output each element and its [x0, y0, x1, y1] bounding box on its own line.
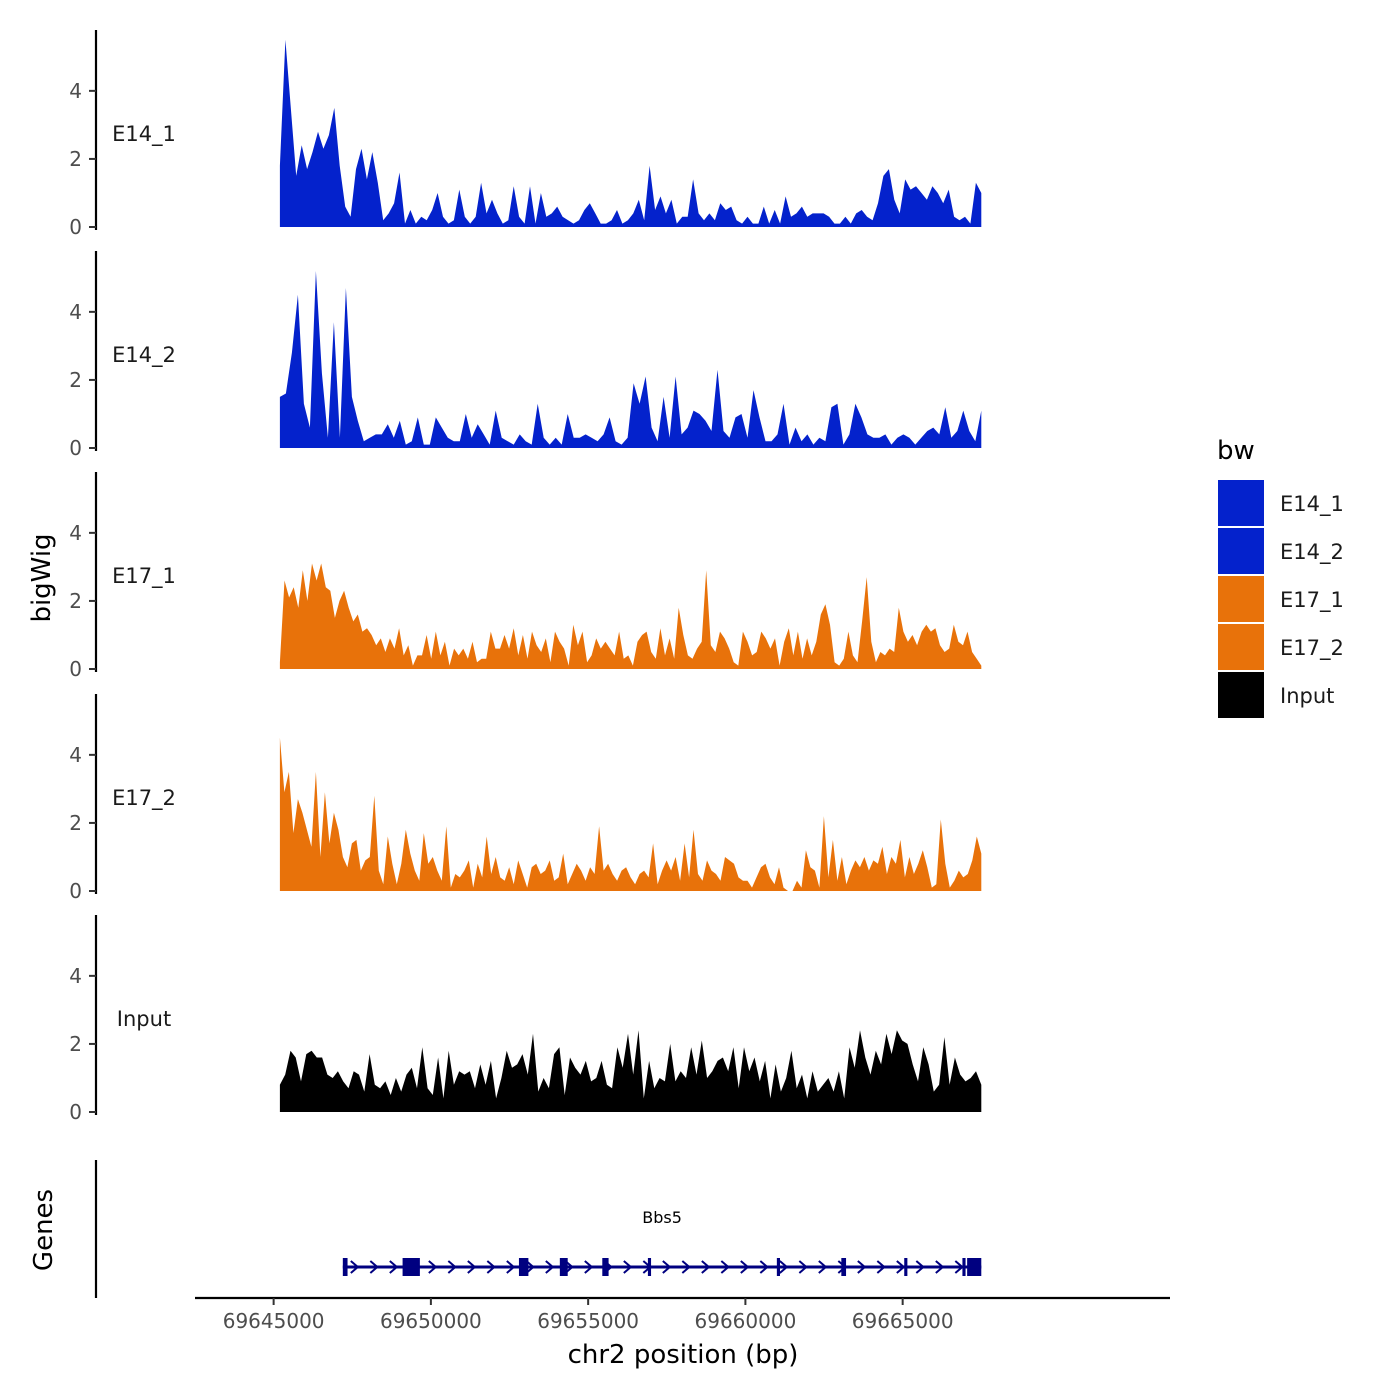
gene-Bbs5: Bbs5	[342, 1208, 982, 1276]
track-label-E17_2: E17_2	[112, 786, 176, 811]
exon	[967, 1258, 982, 1276]
y-tick-label: 2	[69, 811, 82, 835]
exon	[776, 1258, 780, 1276]
strand-arrow	[662, 1260, 672, 1274]
strand-arrow	[525, 1260, 535, 1274]
gene-track: Genes Bbs5	[29, 1160, 982, 1298]
legend: bw E14_1 E14_2 E17_1 E17_2 Input	[1217, 436, 1344, 718]
strand-arrow	[915, 1260, 925, 1274]
strand-arrow	[857, 1260, 867, 1274]
exon	[962, 1258, 966, 1276]
exon	[841, 1258, 847, 1276]
exon	[904, 1258, 908, 1276]
x-tick-label: 69655000	[537, 1309, 639, 1333]
strand-arrow	[720, 1260, 730, 1274]
y-tick-label: 4	[69, 521, 82, 545]
y-tick-label: 4	[69, 964, 82, 988]
track-label-Input: Input	[117, 1007, 171, 1031]
exon	[342, 1258, 348, 1276]
x-axis-ticks: 69645000 69650000 69655000 69660000 69665000	[223, 1298, 954, 1333]
panel-E14_1: 0 2 4 E14_1	[69, 30, 982, 239]
signal-area-E14_2	[279, 271, 982, 448]
strand-arrow	[896, 1260, 906, 1274]
track-label-E17_1: E17_1	[112, 564, 176, 589]
x-tick-label: 69645000	[223, 1309, 325, 1333]
y-tick-label: 0	[69, 215, 82, 239]
panel-E17_1: 0 2 4 E17_1	[69, 472, 982, 681]
y-tick-label: 4	[69, 79, 82, 103]
strand-arrow	[779, 1260, 789, 1274]
strand-arrow	[818, 1260, 828, 1274]
strand-arrow	[389, 1260, 399, 1274]
strand-arrow	[467, 1260, 477, 1274]
strand-arrow	[545, 1260, 555, 1274]
y-tick-label: 0	[69, 436, 82, 460]
signal-area-E17_2	[279, 737, 982, 891]
gene-track-title: Genes	[29, 1189, 59, 1271]
legend-swatch-Input	[1218, 672, 1264, 718]
gene-models: Bbs5	[342, 1208, 982, 1276]
x-axis-title: chr2 position (bp)	[568, 1340, 799, 1370]
exon	[559, 1258, 568, 1276]
legend-label-E17_1: E17_1	[1280, 588, 1344, 613]
exon	[647, 1258, 652, 1276]
strand-arrow	[798, 1260, 808, 1274]
strand-arrow	[935, 1260, 945, 1274]
legend-swatch-E14_2	[1218, 528, 1264, 574]
x-tick-label: 69660000	[695, 1309, 797, 1333]
y-axis-title: bigWig	[27, 533, 57, 622]
exon	[402, 1258, 420, 1276]
strand-arrow	[740, 1260, 750, 1274]
signal-panels: 0 2 4 E14_1 0 2 4 E14_2 0 2 4 E17_1 0 2 4 E17_2 0 2 4 Input	[69, 30, 982, 1124]
gene-name-label: Bbs5	[642, 1208, 682, 1227]
strand-arrow	[681, 1260, 691, 1274]
strand-arrow	[584, 1260, 594, 1274]
signal-area-Input	[279, 1030, 982, 1112]
y-tick-label: 2	[69, 147, 82, 171]
y-tick-label: 4	[69, 300, 82, 324]
legend-label-E14_2: E14_2	[1280, 540, 1344, 565]
strand-arrow	[954, 1260, 964, 1274]
y-tick-label: 2	[69, 589, 82, 613]
legend-label-E17_2: E17_2	[1280, 636, 1344, 661]
legend-swatch-E17_1	[1218, 576, 1264, 622]
x-tick-label: 69650000	[380, 1309, 482, 1333]
x-axis: 69645000 69650000 69655000 69660000 69665000…	[195, 1296, 1170, 1370]
y-tick-label: 2	[69, 368, 82, 392]
strand-arrow	[876, 1260, 886, 1274]
track-label-E14_1: E14_1	[112, 122, 176, 147]
legend-label-Input: Input	[1280, 684, 1334, 708]
strand-arrow	[701, 1260, 711, 1274]
legend-swatch-E14_1	[1218, 480, 1264, 526]
panel-Input: 0 2 4 Input	[69, 915, 982, 1124]
strand-arrow	[506, 1260, 516, 1274]
x-tick-label: 69665000	[852, 1309, 954, 1333]
strand-arrow	[369, 1260, 379, 1274]
signal-area-E14_1	[279, 39, 982, 227]
strand-arrow	[428, 1260, 438, 1274]
legend-label-E14_1: E14_1	[1280, 492, 1344, 517]
strand-arrow	[447, 1260, 457, 1274]
exon	[602, 1258, 609, 1276]
y-tick-label: 4	[69, 743, 82, 767]
signal-area-E17_1	[279, 563, 982, 669]
track-label-E14_2: E14_2	[112, 343, 176, 368]
exon	[518, 1258, 529, 1276]
panel-E14_2: 0 2 4 E14_2	[69, 251, 982, 460]
strand-arrow	[350, 1260, 360, 1274]
strand-arrow	[486, 1260, 496, 1274]
panel-E17_2: 0 2 4 E17_2	[69, 694, 982, 903]
y-tick-label: 2	[69, 1032, 82, 1056]
y-tick-label: 0	[69, 879, 82, 903]
y-tick-label: 0	[69, 657, 82, 681]
strand-arrow	[759, 1260, 769, 1274]
legend-swatch-E17_2	[1218, 624, 1264, 670]
legend-items: E14_1 E14_2 E17_1 E17_2 Input	[1218, 480, 1344, 718]
y-tick-label: 0	[69, 1100, 82, 1124]
legend-title: bw	[1217, 436, 1255, 466]
strand-arrow	[623, 1260, 633, 1274]
